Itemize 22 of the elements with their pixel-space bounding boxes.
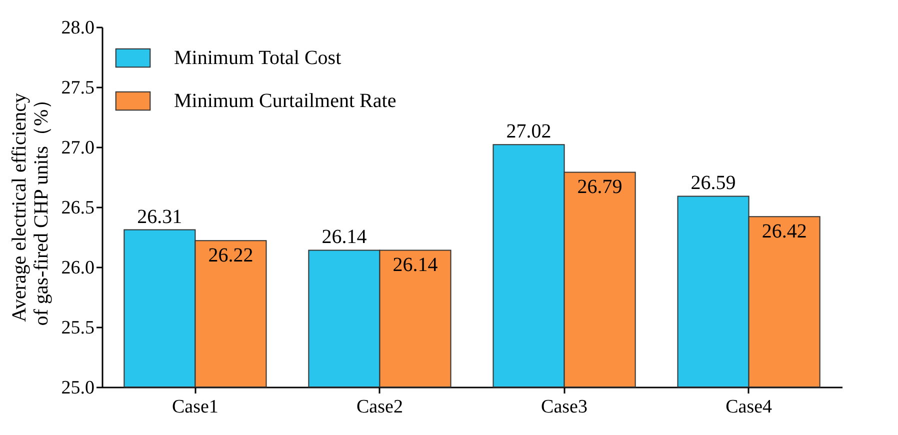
data-label: 26.31 [137,206,182,228]
y-tick-label: 25.0 [61,378,94,398]
legend-label: Minimum Curtailment Rate [174,90,396,112]
y-tick-label: 25.5 [61,318,94,338]
legend-label: Minimum Total Cost [174,47,342,69]
data-label: 26.79 [577,176,622,198]
y-tick-label: 27.0 [61,138,94,158]
x-tick-label: Case2 [356,396,403,418]
y-tick-label: 28.0 [61,18,94,38]
data-label: 27.02 [506,120,552,143]
y-tick-label: 27.5 [61,78,94,98]
data-label: 26.22 [208,244,254,267]
y-axis-title: Average electrical efficiency of gas-fired CHP units（%） [8,89,52,326]
y-tick-label: 26.5 [61,198,94,218]
data-label: 26.14 [322,226,367,248]
data-label: 26.59 [690,172,736,194]
x-tick-label: Case3 [541,396,588,418]
data-label: 26.14 [392,254,438,276]
x-tick-label: Case1 [172,396,218,418]
y-tick-label: 26.0 [61,258,94,278]
data-label: 26.42 [762,220,807,243]
x-tick-label: Case4 [726,396,773,418]
